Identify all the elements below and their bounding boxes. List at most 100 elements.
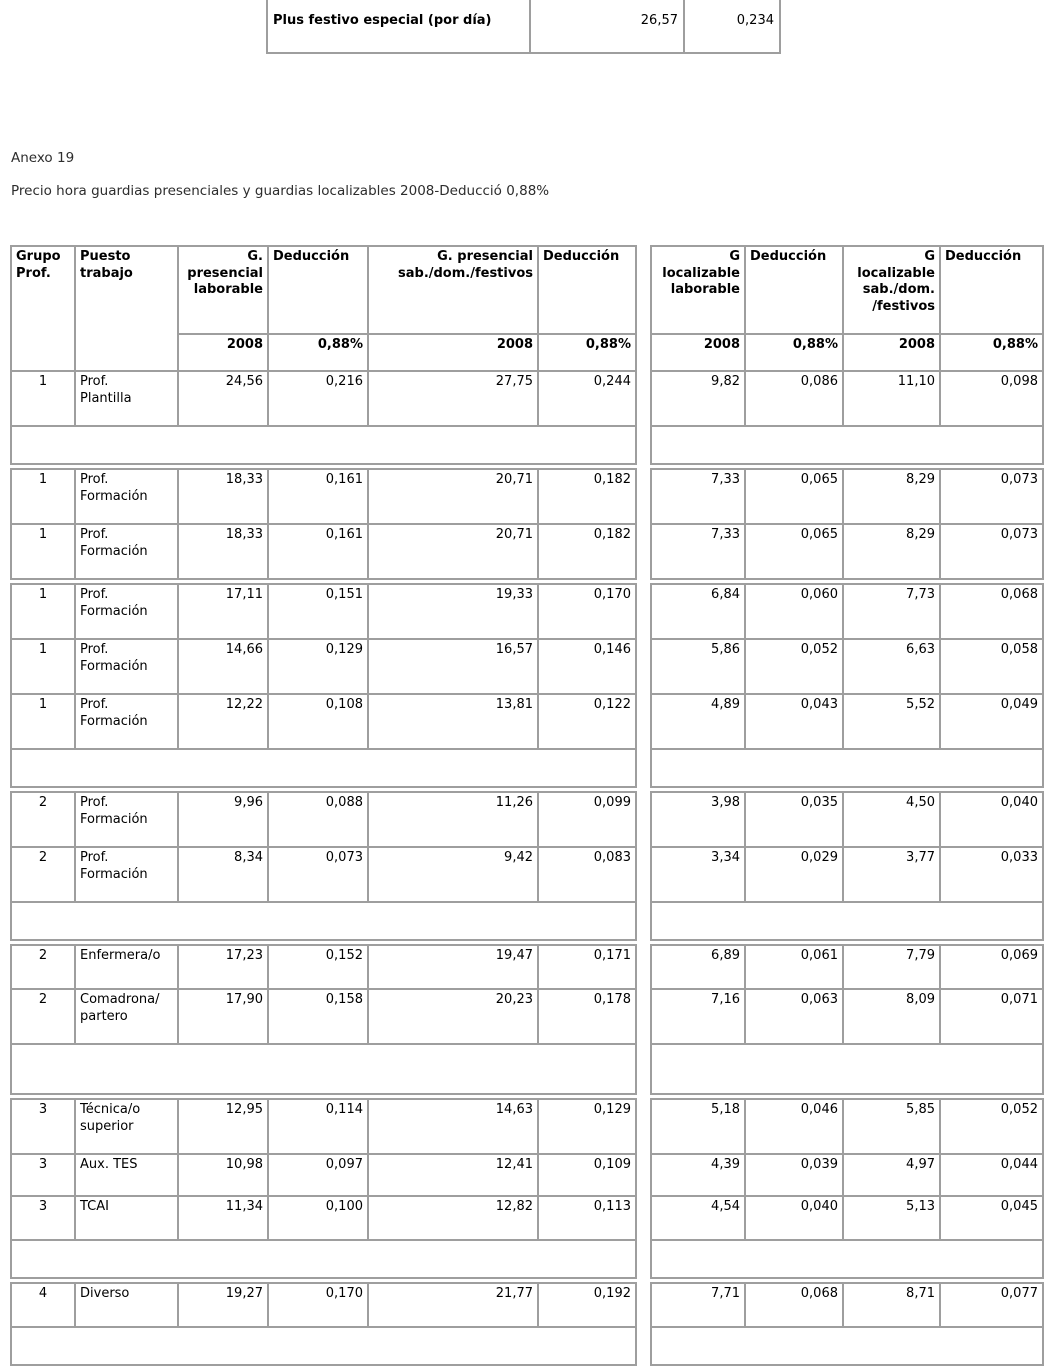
- cell-value: 0,129: [267, 638, 369, 695]
- spacer-cell: [650, 748, 1044, 788]
- cell-value: 0,178: [537, 988, 637, 1045]
- cell-value: 3,34: [650, 846, 746, 903]
- cell-value: 0,039: [744, 1153, 844, 1197]
- rates-table-left-block-2: 1 Prof. Formación 17,11 0,151 19,33 0,170 1 Pro…: [10, 583, 637, 788]
- rates-table-right-block-2: 6,84 0,060 7,73 0,068 5,86 0,052 6,63 0,058 4,89…: [650, 583, 1044, 788]
- cell-grupo-prof: 3: [10, 1153, 76, 1197]
- cell-puesto-trabajo: Técnica/o superior: [74, 1098, 179, 1155]
- cell-value: 5,86: [650, 638, 746, 695]
- cell-value: 19,27: [177, 1282, 269, 1328]
- cell-value: 24,56: [177, 370, 269, 427]
- cell-grupo-prof: 1: [10, 583, 76, 640]
- presencial-tables-column: Grupo Prof. Puesto trabajo G. presencial l…: [10, 245, 637, 1369]
- cell-value: 8,71: [842, 1282, 941, 1328]
- rates-table-right-block-6: 7,71 0,068 8,71 0,077: [650, 1282, 1044, 1366]
- data-row: 6,84 0,060 7,73 0,068: [650, 583, 1044, 640]
- plus-festivo-amount: 26,57: [531, 0, 685, 52]
- rates-table-right-block-5: 5,18 0,046 5,85 0,052 4,39 0,039 4,97 0,044 4,54…: [650, 1098, 1044, 1279]
- cell-value: 7,33: [650, 523, 746, 580]
- cell-grupo-prof: 3: [10, 1195, 76, 1241]
- data-row: 1 Prof. Plantilla 24,56 0,216 27,75 0,244: [10, 370, 637, 427]
- cell-value: 12,41: [367, 1153, 539, 1197]
- cell-value: 0,097: [267, 1153, 369, 1197]
- rates-table-left-block-5: 3 Técnica/o superior 12,95 0,114 14,63 0,129 3…: [10, 1098, 637, 1279]
- cell-grupo-prof: 1: [10, 693, 76, 750]
- cell-value: 19,33: [367, 583, 539, 640]
- cell-value: 0,043: [744, 693, 844, 750]
- cell-value: 20,71: [367, 468, 539, 525]
- column-header: Deducción: [537, 245, 637, 335]
- cell-puesto-trabajo: Prof. Formación: [74, 583, 179, 640]
- column-header: Deducción: [939, 245, 1044, 335]
- cell-value: 8,29: [842, 468, 941, 525]
- subheader-cell: 0,88%: [537, 333, 637, 372]
- cell-value: 9,42: [367, 846, 539, 903]
- spacer-cell: [650, 1326, 1044, 1366]
- cell-value: 8,09: [842, 988, 941, 1045]
- cell-puesto-trabajo: Aux. TES: [74, 1153, 179, 1197]
- cell-puesto-trabajo: Diverso: [74, 1282, 179, 1328]
- cell-grupo-prof: 2: [10, 791, 76, 848]
- cell-value: 7,73: [842, 583, 941, 640]
- rates-table-right-block-1: 7,33 0,065 8,29 0,073 7,33 0,065 8,29 0,073: [650, 468, 1044, 580]
- subheader-cell: 2008: [842, 333, 941, 372]
- cell-value: 13,81: [367, 693, 539, 750]
- localizable-tables-column: G localizable laborable Deducción G locali…: [650, 245, 1044, 1369]
- spacer-row: [10, 1326, 637, 1366]
- spacer-row: [650, 1326, 1044, 1366]
- subheader-row: 2008 0,88% 2008 0,88%: [650, 333, 1044, 372]
- spacer-cell: [10, 425, 637, 465]
- header-row: G localizable laborable Deducción G locali…: [650, 245, 1044, 335]
- data-row: 7,71 0,068 8,71 0,077: [650, 1282, 1044, 1328]
- data-row: 4 Diverso 19,27 0,170 21,77 0,192: [10, 1282, 637, 1328]
- cell-value: 0,170: [267, 1282, 369, 1328]
- cell-value: 0,129: [537, 1098, 637, 1155]
- cell-value: 14,66: [177, 638, 269, 695]
- cell-value: 0,077: [939, 1282, 1044, 1328]
- spacer-row: [650, 1239, 1044, 1279]
- cell-value: 3,98: [650, 791, 746, 848]
- data-row: 7,33 0,065 8,29 0,073: [650, 523, 1044, 580]
- spacer-row: [10, 425, 637, 465]
- cell-value: 0,182: [537, 523, 637, 580]
- spacer-cell: [10, 1239, 637, 1279]
- cell-value: 0,158: [267, 988, 369, 1045]
- rates-table-left-block-6: 4 Diverso 19,27 0,170 21,77 0,192: [10, 1282, 637, 1366]
- cell-puesto-trabajo: TCAI: [74, 1195, 179, 1241]
- spacer-cell: [650, 1043, 1044, 1095]
- cell-value: 0,061: [744, 944, 844, 990]
- cell-value: 4,50: [842, 791, 941, 848]
- cell-value: 0,083: [537, 846, 637, 903]
- cell-value: 0,171: [537, 944, 637, 990]
- subheader-row: 2008 0,88% 2008 0,88%: [11, 333, 637, 372]
- plus-festivo-table-fragment: Plus festivo especial (por día) 26,57 0,…: [266, 0, 781, 54]
- subheader-cell: 0,88%: [744, 333, 844, 372]
- cell-puesto-trabajo: Prof. Plantilla: [74, 370, 179, 427]
- cell-value: 4,39: [650, 1153, 746, 1197]
- cell-grupo-prof: 1: [10, 468, 76, 525]
- spacer-row: [10, 748, 637, 788]
- data-row: 4,39 0,039 4,97 0,044: [650, 1153, 1044, 1197]
- cell-value: 0,044: [939, 1153, 1044, 1197]
- spacer-cell: [650, 425, 1044, 465]
- cell-value: 0,049: [939, 693, 1044, 750]
- data-row: 3 TCAI 11,34 0,100 12,82 0,113: [10, 1195, 637, 1241]
- spacer-row: [10, 1239, 637, 1279]
- rates-table-right-block-4: 6,89 0,061 7,79 0,069 7,16 0,063 8,09 0,071: [650, 944, 1044, 1095]
- cell-value: 0,146: [537, 638, 637, 695]
- cell-puesto-trabajo: Prof. Formación: [74, 468, 179, 525]
- cell-value: 0,071: [939, 988, 1044, 1045]
- cell-value: 0,046: [744, 1098, 844, 1155]
- cell-value: 0,152: [267, 944, 369, 990]
- cell-value: 0,065: [744, 468, 844, 525]
- spacer-row: [650, 425, 1044, 465]
- cell-value: 0,108: [267, 693, 369, 750]
- cell-value: 0,099: [537, 791, 637, 848]
- cell-value: 20,23: [367, 988, 539, 1045]
- cell-value: 0,088: [267, 791, 369, 848]
- data-row: 5,18 0,046 5,85 0,052: [650, 1098, 1044, 1155]
- cell-value: 0,170: [537, 583, 637, 640]
- column-header: G localizable laborable: [650, 245, 746, 335]
- cell-value: 0,182: [537, 468, 637, 525]
- rates-table-left-block-3: 2 Prof. Formación 9,96 0,088 11,26 0,099 2 Prof…: [10, 791, 637, 941]
